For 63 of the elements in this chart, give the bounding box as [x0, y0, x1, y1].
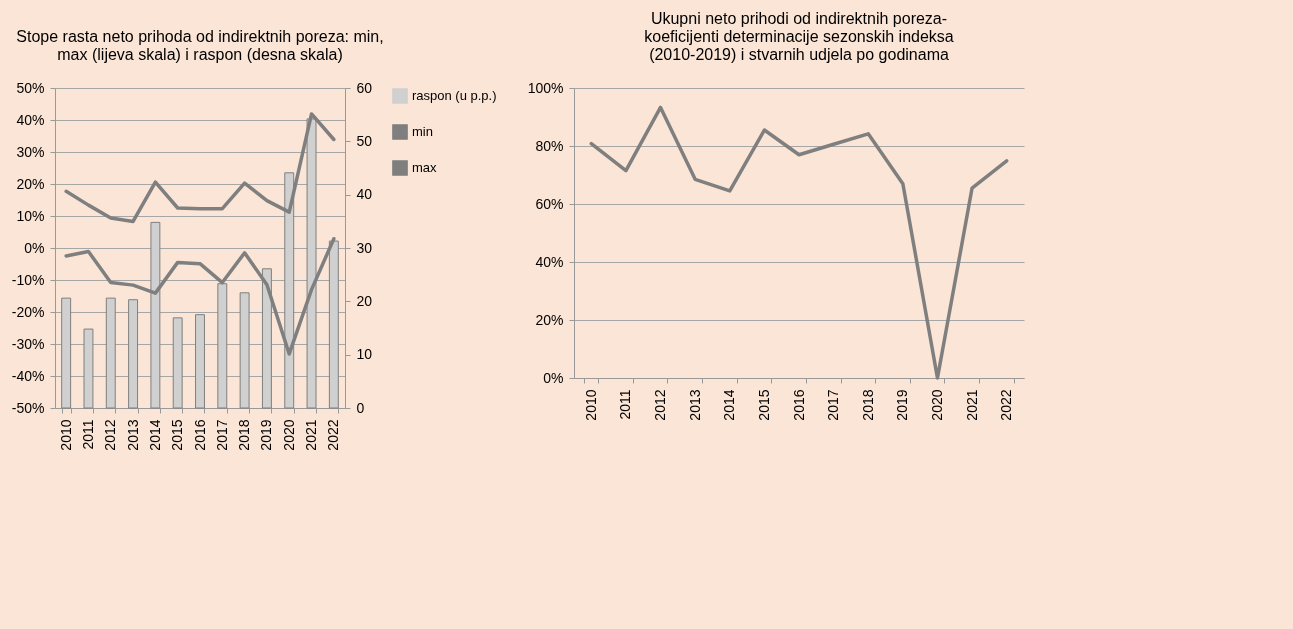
y2-tick-label: 20 — [356, 292, 373, 309]
y-tick-label: 10% — [16, 207, 45, 224]
y-tick-label: 40% — [535, 253, 564, 270]
y-tick-label: 100% — [527, 79, 564, 96]
y2-tick-label: 40 — [356, 186, 373, 203]
x-tick-label: 2022 — [998, 389, 1015, 421]
y-tick-label: 20% — [535, 311, 564, 328]
y-tick-label: -30% — [11, 335, 45, 352]
bar — [172, 317, 183, 409]
legend-label: max — [412, 160, 438, 175]
x-tick-label: 2013 — [124, 419, 141, 451]
y2-tick-label: 0 — [356, 399, 365, 416]
legend-label: min — [412, 124, 433, 139]
x-tick-label: 2013 — [686, 389, 703, 421]
bar — [105, 297, 116, 409]
x-tick-label: 2010 — [582, 389, 599, 421]
x-tick-label: 2011 — [617, 389, 634, 420]
x-tick-label: 2017 — [825, 389, 842, 421]
x-tick-label: 2020 — [280, 419, 297, 451]
line-series — [589, 105, 1009, 380]
bar — [128, 299, 139, 409]
y2-tick-label: 10 — [356, 346, 373, 363]
x-tick-label: 2011 — [79, 419, 96, 450]
y-tick-label: -40% — [11, 367, 45, 384]
y-tick-label: -20% — [11, 303, 45, 320]
x-tick-label: 2018 — [859, 389, 876, 421]
x-tick-label: 2021 — [303, 419, 320, 451]
legend-label: raspon (u p.p.) — [412, 88, 497, 103]
bar — [61, 297, 72, 409]
y-tick-label: 30% — [16, 143, 45, 160]
x-tick-label: 2014 — [721, 389, 738, 421]
y2-tick-label: 60 — [356, 79, 373, 96]
x-tick-label: 2012 — [652, 389, 669, 421]
y2-tick-label: 30 — [356, 239, 373, 256]
x-tick-label: 2016 — [191, 419, 208, 451]
bar — [83, 328, 94, 409]
y2-tick-label: 50 — [356, 132, 373, 149]
y-tick-label: 0% — [543, 369, 564, 386]
x-tick-label: 2017 — [213, 419, 230, 451]
y-tick-label: 0% — [24, 239, 45, 256]
x-tick-label: 2014 — [146, 419, 163, 451]
x-tick-label: 2021 — [963, 389, 980, 421]
y-tick-label: 50% — [16, 79, 45, 96]
x-tick-label: 2010 — [57, 419, 74, 451]
x-tick-label: 2019 — [894, 389, 911, 421]
x-tick-label: 2015 — [169, 419, 186, 451]
x-tick-label: 2018 — [236, 419, 253, 451]
y-tick-label: 40% — [16, 111, 45, 128]
y-tick-label: 20% — [16, 175, 45, 192]
x-tick-label: 2016 — [790, 389, 807, 421]
x-tick-label: 2015 — [755, 389, 772, 421]
bar — [239, 292, 250, 409]
y-tick-label: -10% — [11, 271, 45, 288]
y-tick-label: 80% — [535, 137, 564, 154]
x-tick-label: 2022 — [325, 419, 342, 451]
x-tick-label: 2020 — [928, 389, 945, 421]
y-tick-label: -50% — [11, 399, 45, 416]
bar — [195, 314, 205, 409]
chart-title: Ukupni neto prihodi od indirektnih poreza- koeficijenti determinacije sezonskih indeksa (2010-2019) i stvarnih udjela po godinama — [644, 10, 954, 63]
y-tick-label: 60% — [535, 195, 564, 212]
chart-title: Stope rasta neto prihoda od indirektnih poreza: min, max (lijeva skala) i raspon (desna skala) — [16, 28, 384, 63]
x-tick-label: 2012 — [102, 419, 119, 451]
x-tick-label: 2019 — [258, 419, 275, 451]
